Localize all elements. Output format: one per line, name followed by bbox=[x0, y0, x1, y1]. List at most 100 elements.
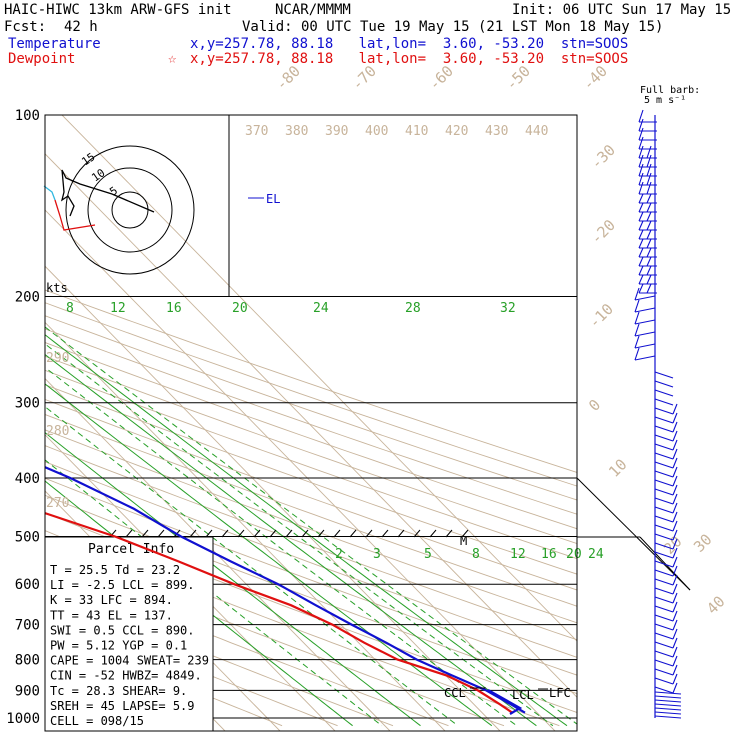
hatch-mark bbox=[157, 529, 165, 538]
hatch-mark bbox=[253, 529, 261, 538]
wind-barb bbox=[634, 307, 656, 313]
dry-adiabat-label: 420 bbox=[445, 124, 468, 139]
dry-adiabat-label: 280 bbox=[46, 424, 69, 439]
dry-adiabat-line bbox=[45, 414, 577, 607]
wind-barb bbox=[646, 229, 652, 240]
forecast-label: Fcst: bbox=[4, 19, 47, 35]
wind-barb bbox=[654, 389, 674, 397]
mixing-ratio-label: 3 bbox=[373, 547, 381, 562]
wind-barb bbox=[654, 641, 674, 649]
parcel-info-row: CAPE = 1004 SWEAT= 239 bbox=[50, 654, 209, 668]
parcel-info-row: SREH = 45 LAPSE= 5.9 bbox=[50, 699, 195, 713]
isotherm-label: -20 bbox=[587, 216, 619, 248]
mixing-ratio-label: 8 bbox=[472, 547, 480, 562]
dry-adiabat-line bbox=[45, 445, 577, 641]
wind-barb bbox=[654, 542, 674, 550]
hatch-mark bbox=[349, 529, 357, 538]
pressure-tick-label: 1000 bbox=[6, 711, 40, 727]
wind-barb bbox=[654, 506, 674, 514]
wind-barb bbox=[672, 673, 678, 685]
wind-barb bbox=[634, 299, 640, 313]
wind-barb bbox=[654, 659, 674, 667]
star-icon: ☆ bbox=[168, 51, 177, 67]
wind-barb bbox=[646, 163, 652, 177]
mixing-ratio-label: 12 bbox=[110, 301, 126, 316]
mixing-ratio-label: 28 bbox=[405, 301, 421, 316]
wind-barb bbox=[654, 515, 674, 523]
wind-barb bbox=[672, 574, 678, 586]
wind-barb bbox=[672, 583, 678, 595]
wind-barb bbox=[672, 412, 678, 424]
dry-adiabat-label: 370 bbox=[245, 124, 268, 139]
wind-barb bbox=[672, 538, 678, 550]
hatch-mark bbox=[221, 529, 229, 538]
frame-line bbox=[639, 536, 691, 591]
wind-barb bbox=[638, 136, 644, 150]
wind-barb bbox=[646, 145, 652, 159]
wind-barb bbox=[672, 457, 678, 469]
pressure-tick-label: 800 bbox=[15, 653, 40, 669]
wind-barb bbox=[654, 711, 682, 715]
wind-barb bbox=[654, 560, 674, 568]
mixing-ratio-label: 20 bbox=[232, 301, 248, 316]
hodograph-ring-label: 10 bbox=[89, 166, 107, 184]
pressure-tick-label: 300 bbox=[15, 396, 40, 412]
barb-legend-title: Full barb: bbox=[640, 85, 701, 96]
parcel-info-row: CELL = 098/15 bbox=[50, 714, 144, 728]
wind-barb bbox=[672, 637, 678, 649]
wind-barb bbox=[646, 265, 652, 276]
wind-barb bbox=[634, 295, 656, 301]
hodograph-ring bbox=[87, 167, 173, 253]
dry-adiabat-label: 380 bbox=[285, 124, 308, 139]
parcel-info-title: Parcel Info bbox=[88, 542, 174, 557]
wind-barb bbox=[654, 707, 682, 711]
wind-barb bbox=[646, 154, 652, 168]
wind-barb bbox=[672, 520, 678, 532]
parcel-info-box bbox=[44, 536, 214, 732]
wind-barb bbox=[672, 565, 678, 577]
level-annotation: CCL bbox=[444, 686, 466, 700]
hatch-mark bbox=[141, 529, 149, 538]
wind-barb bbox=[646, 238, 652, 249]
wind-barb bbox=[634, 323, 640, 337]
wind-barb bbox=[646, 256, 652, 267]
wind-barb bbox=[634, 311, 640, 325]
level-annotation: EL bbox=[266, 192, 280, 206]
wind-barb bbox=[638, 202, 644, 213]
pressure-tick-label: 100 bbox=[15, 108, 40, 124]
hatch-mark bbox=[237, 529, 245, 538]
hatch-mark bbox=[445, 529, 453, 538]
mixing-ratio-label: 5 bbox=[424, 547, 432, 562]
wind-barb bbox=[646, 211, 652, 222]
wind-barb bbox=[646, 283, 652, 294]
wind-barb bbox=[654, 691, 682, 695]
wind-barb bbox=[654, 699, 682, 703]
isotherm-line bbox=[45, 434, 336, 731]
temperature-trace bbox=[45, 465, 526, 714]
hatch-mark bbox=[189, 529, 197, 538]
org-label: NCAR/MMMM bbox=[275, 2, 351, 18]
wind-barb bbox=[672, 556, 678, 568]
wind-barb bbox=[638, 172, 644, 186]
wind-barb bbox=[654, 416, 674, 424]
hatch-mark bbox=[461, 529, 469, 538]
wind-barb bbox=[634, 347, 640, 361]
wind-barb bbox=[638, 193, 644, 204]
wind-barb bbox=[672, 403, 678, 415]
wind-barb bbox=[654, 569, 674, 577]
wind-barb bbox=[654, 533, 674, 541]
isotherm-line bbox=[61, 115, 577, 642]
mixing-ratio-label: 20 bbox=[566, 547, 582, 562]
dry-adiabat-label: 290 bbox=[46, 351, 69, 366]
mixing-ratio-line bbox=[45, 334, 568, 727]
freezing-level-hatching bbox=[109, 529, 469, 538]
pressure-tick-label: 400 bbox=[15, 471, 40, 487]
level-annotation: LFC bbox=[549, 686, 571, 700]
pressure-tick-label: 500 bbox=[15, 529, 40, 545]
wind-barb bbox=[654, 632, 674, 640]
wind-barb bbox=[638, 283, 644, 294]
wind-barb bbox=[672, 493, 678, 505]
parcel-info-row: K = 33 LFC = 894. bbox=[50, 593, 173, 607]
dry-adiabat-line bbox=[45, 289, 577, 473]
hodograph-units-label: kts bbox=[46, 281, 68, 295]
